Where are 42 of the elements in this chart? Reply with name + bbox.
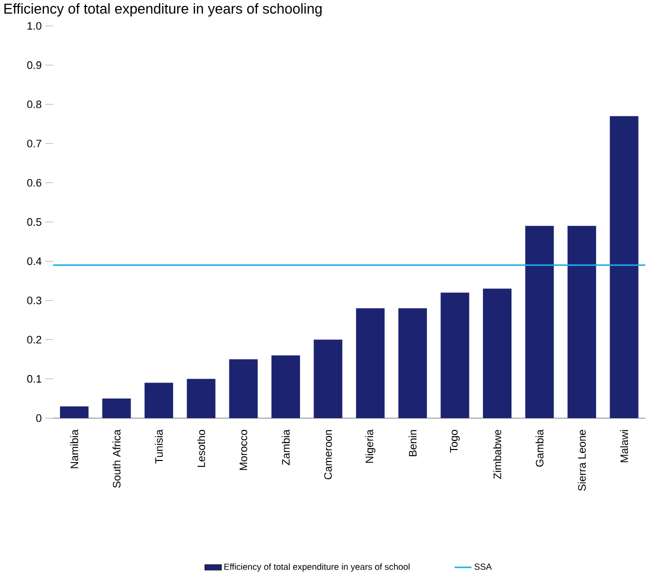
x-tick-label: Malawi <box>620 430 628 462</box>
x-tick-label: Cameroon <box>324 430 332 480</box>
chart-title: Efficiency of total expenditure in years of schooling <box>4 3 322 16</box>
x-tick-label: Benin <box>408 430 417 456</box>
bar <box>568 226 596 418</box>
bar <box>356 308 385 418</box>
bar <box>229 359 258 418</box>
bar <box>271 355 300 418</box>
bar <box>60 406 89 418</box>
y-tick-label: 0 <box>36 414 42 422</box>
legend-label: SSA <box>474 563 492 570</box>
y-tick-label: 0.7 <box>27 140 42 148</box>
bar <box>144 382 174 418</box>
x-tick-label: Gambia <box>536 429 544 467</box>
x-tick-label: Namibia <box>70 429 78 468</box>
bar <box>610 116 638 418</box>
y-tick-label: 0.4 <box>27 257 42 265</box>
y-tick-label: 0.2 <box>27 336 42 344</box>
x-tick-label: Zambia <box>282 429 290 465</box>
y-tick-label: 0.9 <box>27 61 42 69</box>
y-tick-label: 0.6 <box>27 178 42 186</box>
x-tick-label: Zimbabwe <box>493 430 502 479</box>
legend-label: Efficiency of total expenditure in years of school <box>224 563 410 572</box>
bar <box>525 226 554 418</box>
bar <box>186 378 216 418</box>
x-tick-label: Lesotho <box>197 430 206 467</box>
x-tick-label: Morocco <box>240 430 248 470</box>
x-tick-label: Tunisia <box>154 429 163 464</box>
x-tick-label: South Africa <box>112 429 121 488</box>
y-tick-label: 0.1 <box>27 374 42 383</box>
bar <box>440 292 470 418</box>
y-tick-label: 1.0 <box>28 22 42 30</box>
y-tick-label: 0.5 <box>27 218 42 226</box>
bar <box>482 288 512 418</box>
y-tick-label: 0.8 <box>27 100 42 108</box>
x-tick-label: Togo <box>450 430 460 452</box>
bar <box>398 308 427 418</box>
y-tick-label: 0.3 <box>27 296 42 304</box>
bar <box>314 340 342 418</box>
x-tick-label: Sierra Leone <box>578 430 586 491</box>
x-tick-label: Nigeria <box>365 429 376 463</box>
bar <box>102 398 131 418</box>
